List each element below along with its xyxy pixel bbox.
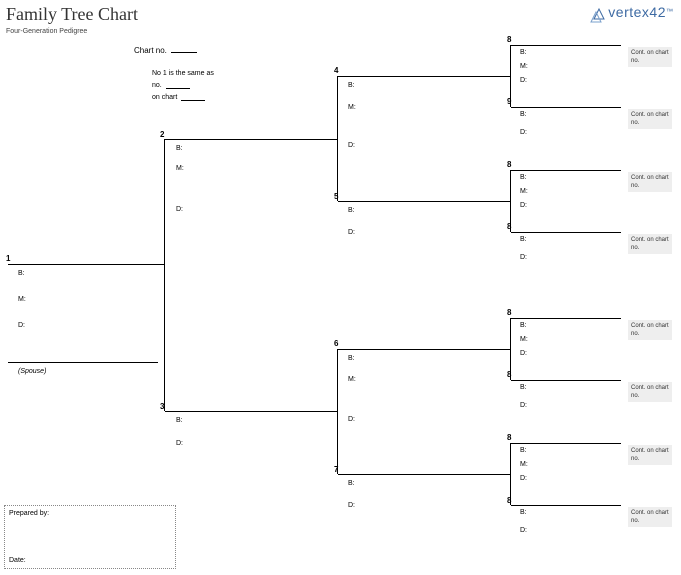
note-onchart: on chart	[152, 94, 205, 101]
node-number-1: 1	[6, 254, 10, 263]
cont-box-13: Cont. on chart no.	[628, 382, 672, 402]
name-line-4	[338, 76, 510, 77]
node-number-11: 8	[507, 222, 511, 231]
field-d-8: D:	[520, 77, 527, 84]
field-m-1: M:	[18, 296, 26, 303]
field-d-2: D:	[176, 206, 183, 213]
field-d-1: D:	[18, 322, 25, 329]
node-number-15: 8	[507, 496, 511, 505]
spouse-label: (Spouse)	[18, 368, 46, 375]
field-d-6: D:	[348, 416, 355, 423]
name-line-5	[338, 201, 510, 202]
note-same-as: No 1 is the same as	[152, 70, 214, 77]
name-line-11	[511, 232, 621, 233]
cont-box-11: Cont. on chart no.	[628, 234, 672, 254]
field-m-6: M:	[348, 376, 356, 383]
date-label: Date:	[9, 557, 26, 564]
field-b-10: B:	[520, 174, 527, 181]
node-number-5: 5	[334, 192, 338, 201]
name-line-15	[511, 505, 621, 506]
field-d-7: D:	[348, 502, 355, 509]
name-line-3	[165, 411, 337, 412]
field-d-9: D:	[520, 129, 527, 136]
field-m-14: M:	[520, 461, 528, 468]
field-b-5: B:	[348, 207, 355, 214]
field-d-4: D:	[348, 142, 355, 149]
note-no: no.	[152, 82, 190, 89]
cont-box-12: Cont. on chart no.	[628, 320, 672, 340]
name-line-9	[511, 107, 621, 108]
field-b-1: B:	[18, 270, 25, 277]
node-number-4: 4	[334, 66, 338, 75]
field-m-10: M:	[520, 188, 528, 195]
node-number-2: 2	[160, 130, 164, 139]
prepared-by-label: Prepared by:	[9, 510, 171, 517]
field-d-13: D:	[520, 402, 527, 409]
field-m-4: M:	[348, 104, 356, 111]
cont-box-14: Cont. on chart no.	[628, 445, 672, 465]
field-b-13: B:	[520, 384, 527, 391]
chart-number-label: Chart no.	[134, 46, 197, 55]
name-line-8	[511, 45, 621, 46]
field-d-10: D:	[520, 202, 527, 209]
name-line-13	[511, 380, 621, 381]
logo-text: vertex42	[608, 4, 666, 20]
prepared-by-box: Prepared by: Date:	[4, 505, 176, 569]
field-b-14: B:	[520, 447, 527, 454]
name-line-7	[338, 474, 510, 475]
field-m-8: M:	[520, 63, 528, 70]
node-number-12: 8	[507, 308, 511, 317]
bracket-3	[337, 349, 338, 474]
page-title: Family Tree Chart	[6, 4, 138, 25]
field-m-2: M:	[176, 165, 184, 172]
cont-box-8: Cont. on chart no.	[628, 47, 672, 67]
field-b-12: B:	[520, 322, 527, 329]
field-m-12: M:	[520, 336, 528, 343]
field-b-2: B:	[176, 145, 183, 152]
name-line-1	[8, 264, 164, 265]
field-d-12: D:	[520, 350, 527, 357]
name-line-2	[165, 139, 337, 140]
field-b-8: B:	[520, 49, 527, 56]
field-b-11: B:	[520, 236, 527, 243]
cont-box-9: Cont. on chart no.	[628, 109, 672, 129]
name-line-10	[511, 170, 621, 171]
node-number-13: 8	[507, 370, 511, 379]
node-number-8: 8	[507, 35, 511, 44]
field-b-6: B:	[348, 355, 355, 362]
bracket-1	[164, 139, 165, 411]
node-number-7: 7	[334, 465, 338, 474]
spouse-line	[8, 362, 158, 363]
cont-box-10: Cont. on chart no.	[628, 172, 672, 192]
name-line-6	[338, 349, 510, 350]
name-line-12	[511, 318, 621, 319]
field-d-14: D:	[520, 475, 527, 482]
logo: vertex42™	[590, 4, 673, 23]
field-d-3: D:	[176, 440, 183, 447]
bracket-2	[337, 76, 338, 201]
node-number-3: 3	[160, 402, 164, 411]
field-b-7: B:	[348, 480, 355, 487]
node-number-10: 8	[507, 160, 511, 169]
node-number-9: 9	[507, 97, 511, 106]
name-line-14	[511, 443, 621, 444]
node-number-14: 8	[507, 433, 511, 442]
field-d-5: D:	[348, 229, 355, 236]
field-b-4: B:	[348, 82, 355, 89]
field-b-9: B:	[520, 111, 527, 118]
field-b-15: B:	[520, 509, 527, 516]
node-number-6: 6	[334, 339, 338, 348]
cont-box-15: Cont. on chart no.	[628, 507, 672, 527]
page-subtitle: Four-Generation Pedigree	[6, 28, 87, 35]
field-d-11: D:	[520, 254, 527, 261]
field-b-3: B:	[176, 417, 183, 424]
field-d-15: D:	[520, 527, 527, 534]
